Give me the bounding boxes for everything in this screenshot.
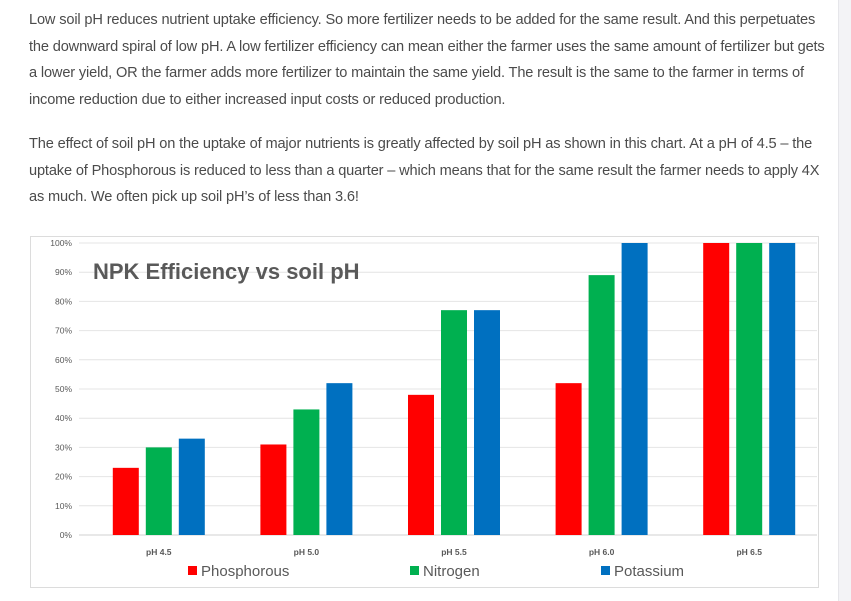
bar-nitrogen-45 [145,447,172,535]
bar-potassium-50 [326,383,353,535]
legend-label-phosphorous: Phosphorous [201,563,289,580]
legend: Phosphorous Nitrogen Potassium [188,563,684,580]
y-tick-label: 100% [50,238,72,248]
y-tick-label: 40% [55,413,72,423]
article-paragraph-2: The effect of soil pH on the uptake of m… [29,136,820,205]
legend-label-potassium: Potassium [614,563,684,580]
y-tick-label: 80% [55,296,72,306]
npk-efficiency-chart: 0% 10% 20% 30% 40% 50% 60% 70% 80% 90% 100% NPK Ef… [30,236,819,588]
bars [112,243,796,535]
bar-potassium-55 [474,310,500,535]
bar-nitrogen-60 [588,275,615,535]
page-scrollbar-track[interactable] [838,0,851,601]
bar-phosphorous-50 [260,444,287,535]
x-axis-labels: pH 4.5 pH 5.0 pH 5.5 pH 6.0 pH 6.5 [146,547,762,557]
y-tick-label: 60% [55,355,72,365]
bar-potassium-60 [621,243,648,535]
bar-phosphorous-55 [408,394,434,535]
y-tick-label: 10% [55,501,72,511]
legend-swatch-nitrogen [410,566,419,575]
bar-phosphorous-60 [555,383,582,535]
x-tick-label: pH 5.5 [441,547,467,557]
y-tick-label: 90% [55,267,72,277]
bar-phosphorous-45 [112,467,139,535]
bar-nitrogen-65 [736,243,763,535]
y-tick-label: 50% [55,384,72,394]
y-tick-label: 70% [55,326,72,336]
x-tick-label: pH 4.5 [146,547,172,557]
chart-title: NPK Efficiency vs soil pH [93,259,360,284]
legend-swatch-phosphorous [188,566,197,575]
x-tick-label: pH 6.0 [589,547,615,557]
bar-potassium-45 [178,438,205,535]
y-tick-label: 30% [55,442,72,452]
y-axis-ticks: 0% 10% 20% 30% 40% 50% 60% 70% 80% 90% 100% [50,238,72,540]
bar-phosphorous-65 [703,243,730,535]
x-tick-label: pH 6.5 [736,547,762,557]
bar-potassium-65 [769,243,796,535]
y-tick-label: 20% [55,472,72,482]
article-paragraph-1: Low soil pH reduces nutrient uptake effi… [29,12,825,108]
bar-nitrogen-55 [441,310,467,535]
x-tick-label: pH 5.0 [294,547,320,557]
bar-nitrogen-50 [293,409,320,535]
y-tick-label: 0% [60,530,73,540]
legend-label-nitrogen: Nitrogen [423,563,480,580]
chart-canvas: 0% 10% 20% 30% 40% 50% 60% 70% 80% 90% 100% NPK Ef… [50,238,817,580]
legend-swatch-potassium [601,566,610,575]
